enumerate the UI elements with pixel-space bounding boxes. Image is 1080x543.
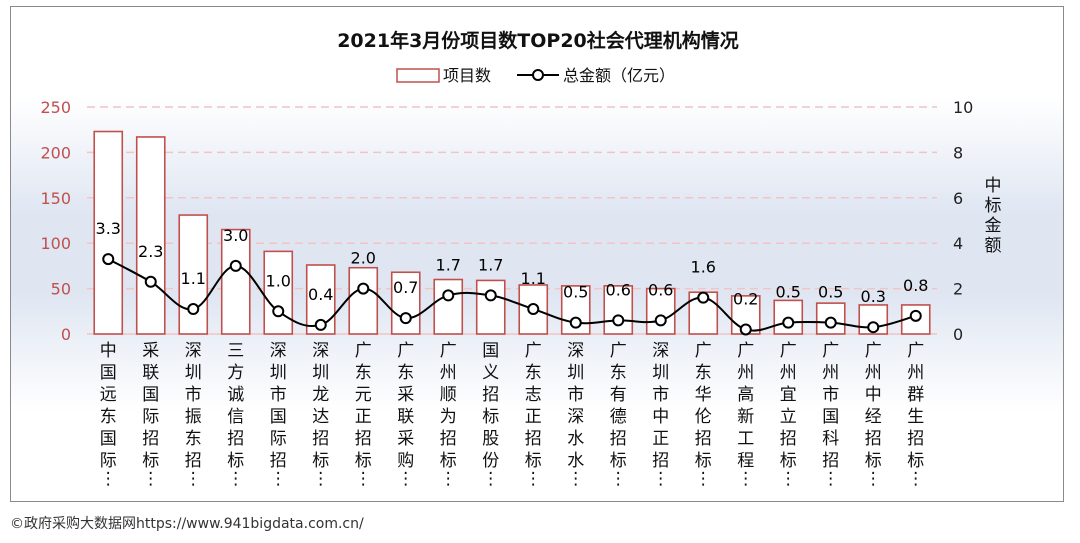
x-category-label: 广东华伦招标⋮ [695,341,712,489]
bar [433,278,464,335]
y-right-tick-label: 10 [953,98,973,117]
line-data-label: 3.3 [96,219,121,238]
line-point [102,253,115,266]
line-data-label: 3.0 [223,226,248,245]
y-left-tick-label: 200 [40,143,71,162]
line-data-label: 1.0 [266,271,291,290]
line-data-label: 0.5 [818,283,843,302]
x-category-label: 中国远东国际⋮ [100,341,117,489]
line-data-label: 0.3 [861,287,886,306]
x-category-label: 广州中经招标⋮ [865,341,882,489]
legend-bar-swatch [396,68,440,83]
line-point [314,318,327,331]
line-point [272,305,285,318]
y-right-tick-label: 0 [953,325,963,344]
line-point [187,303,200,316]
line-point [229,259,242,272]
y-right-tick-label: 2 [953,280,963,299]
bar [475,279,506,335]
y-right-tick-label: 4 [953,234,963,253]
x-category-label: 广东元正招标⋮ [355,341,372,489]
y-left-tick-label: 50 [51,280,71,299]
bar [220,228,251,335]
bar [348,266,379,335]
x-category-label: 广州高新工程⋮ [737,341,754,489]
x-category-label: 深圳龙达招标⋮ [312,341,329,489]
x-category-label: 广州顺为招标⋮ [440,341,457,489]
source-footer: ©政府采购大数据网https://www.941bigdata.com.cn/ [10,516,364,532]
bar [518,284,549,335]
y-right-axis-title: 中标金额 [985,176,1002,256]
y-right-tick-label: 8 [953,143,963,162]
y-right-tick-label: 6 [953,189,963,208]
bar [645,287,676,335]
line-data-label: 0.8 [903,276,928,295]
x-category-label: 深圳市深水水⋮ [567,341,584,489]
x-category-label: 国义招标股份⋮ [482,341,499,489]
legend-bar-label: 项目数 [443,66,491,85]
line-point [442,289,455,302]
x-category-label: 深圳市国际招⋮ [270,341,287,489]
x-category-label: 广东有德招标⋮ [610,341,627,489]
line-data-label: 0.6 [648,280,673,299]
y-left-tick-label: 100 [40,234,71,253]
line-point [782,316,795,329]
line-point [867,321,880,334]
y-left-tick-label: 0 [61,325,71,344]
line-data-label: 1.6 [691,258,716,277]
line-data-label: 0.5 [563,283,588,302]
chart-frame: 2021年3月份项目数TOP20社会代理机构情况 项目数 总金额（亿元） 0 50 100… [10,6,1064,502]
x-category-label: 三方诚信招标⋮ [227,341,244,489]
bar [305,264,336,335]
legend-line-label: 总金额（亿元） [563,66,675,85]
line-data-label: 0.2 [733,289,758,308]
line-data-label: 0.7 [393,278,418,297]
x-category-label: 广东志正招标⋮ [525,341,542,489]
line-data-label: 1.1 [521,269,546,288]
line-data-label: 2.3 [138,242,163,261]
line-point [144,275,157,288]
line-data-label: 1.1 [181,269,206,288]
line-data-label: 2.0 [351,249,376,268]
bar [263,250,294,335]
chart-title: 2021年3月份项目数TOP20社会代理机构情况 [337,29,739,52]
line-point [824,316,837,329]
line-point [739,323,752,336]
bar [93,130,124,335]
x-category-label: 广州市国科招⋮ [822,341,839,489]
bar [135,136,166,335]
line-point [612,314,625,327]
line-data-label: 0.6 [606,280,631,299]
x-category-label: 深圳市中正招⋮ [652,341,669,489]
x-category-label: 广州群生招标⋮ [907,341,924,489]
line-point [527,303,540,316]
x-category-label: 广州宜立招标⋮ [780,341,797,489]
line-data-label: 1.7 [436,255,461,274]
line-data-label: 0.5 [776,283,801,302]
line-point [399,312,412,325]
x-category-label: 广东采联采购⋮ [397,341,414,489]
x-category-label: 深圳市振东招⋮ [185,341,202,489]
line-point [654,314,667,327]
line-point [484,289,497,302]
line-data-label: 0.4 [308,285,333,304]
y-left-tick-label: 250 [40,98,71,117]
legend-line-marker [532,69,544,81]
x-category-label: 采联国际招标⋮ [142,341,159,489]
line-point [697,291,710,304]
line-data-label: 1.7 [478,255,503,274]
line-point [569,316,582,329]
line-point [357,282,370,295]
line-point [909,309,922,322]
y-left-tick-label: 150 [40,189,71,208]
